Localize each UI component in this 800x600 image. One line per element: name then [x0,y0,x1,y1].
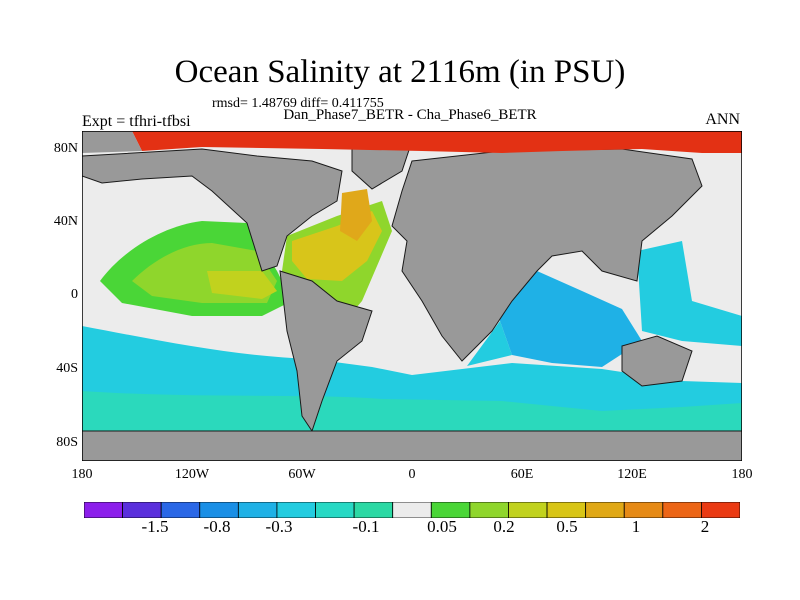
colorbar-label: -0.1 [352,517,380,536]
lon-label-120w: 120W [174,467,210,482]
colorbar-label: 2 [700,517,710,536]
lat-label-80s: 80S [56,435,78,450]
arctic-region [132,131,742,153]
comparison-subtitle: Dan_Phase7_BETR - Cha_Phase6_BETR [283,107,537,123]
lat-label-40s: 40S [56,361,78,376]
colorbar-label: 1 [631,517,641,536]
colorbar-segment [199,502,239,518]
colorbar-segment [662,502,702,518]
map-title: Ocean Salinity at 2116m (in PSU) [174,54,626,90]
colorbar-label: -1.5 [141,517,169,536]
colorbar-segment [430,502,471,518]
lon-label-120e: 120E [617,467,647,482]
arctic-land-edge [82,131,142,153]
colorbar-label: 0.5 [556,517,578,536]
colorbar-segment [353,502,394,518]
antarctica-land [82,430,742,461]
colorbar-label: -0.3 [265,517,293,536]
period-label: ANN [705,111,740,128]
indian-ocean-region [492,271,642,367]
colorbar-segment [585,502,625,518]
lat-label-40n: 40N [53,214,78,229]
lon-label-60e: 60E [510,467,534,482]
colorbar-segment [237,502,278,518]
south-america-land [279,270,373,433]
colorbar-segment [623,502,664,518]
southern-ocean-light-region [82,391,742,431]
lat-label-0: 0 [71,287,78,302]
colorbar-label: 0.2 [493,517,515,536]
lat-label-80n: 80N [53,141,78,156]
eurasia-africa-land [391,148,703,362]
colorbar-segment [508,502,548,518]
colorbar [84,502,740,518]
rmsd-diff-stats: rmsd= 1.48769 diff= 0.411755 [212,96,384,111]
colorbar-segment [84,502,123,518]
pacific-plume-inner [207,271,277,299]
lon-label-60w: 60W [288,467,316,482]
lon-label-0: 0 [408,467,416,482]
atlantic-north-core [340,189,372,241]
colorbar-label: 0.05 [427,517,457,536]
salinity-map [82,131,742,461]
colorbar-segment [315,502,355,518]
australia-land [621,335,693,387]
colorbar-segment [546,502,587,518]
lon-label-180w: 180 [71,467,93,482]
indian-ocean-west [467,321,512,366]
colorbar-segment [392,502,432,518]
west-pacific-region [637,241,742,346]
experiment-label: Expt = tfhri-tfbsi [82,113,191,130]
colorbar-segment [122,502,162,518]
colorbar-segment [276,502,316,518]
colorbar-label: -0.8 [203,517,231,536]
north-america-land [82,148,343,272]
colorbar-segment [469,502,509,518]
colorbar-segment [701,502,740,518]
lon-label-180e: 180 [731,467,753,482]
colorbar-segment [160,502,201,518]
